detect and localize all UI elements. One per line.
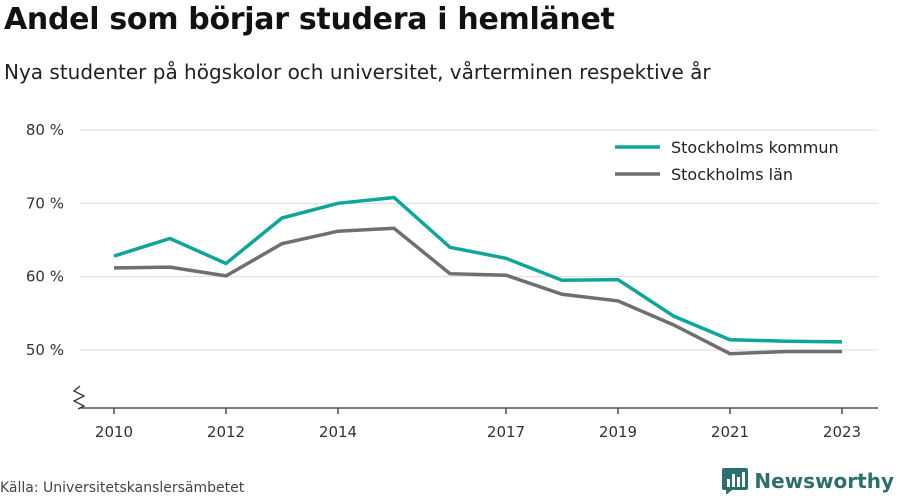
newsworthy-logo-icon <box>722 468 749 494</box>
y-axis: 50 % 60 % 70 % 80 % <box>26 121 86 410</box>
x-axis: 2010 2012 2014 2017 2019 2021 2023 <box>80 407 878 441</box>
y-tick-label: 70 % <box>26 194 64 212</box>
legend-label: Stockholms län <box>671 165 793 184</box>
series-line-stockholms-kommun <box>113 195 843 344</box>
legend-label: Stockholms kommun <box>671 138 839 157</box>
axis-break-icon <box>72 385 86 410</box>
series-lines <box>113 195 843 356</box>
series-line-stockholms-lan <box>113 226 842 356</box>
x-tick-label: 2017 <box>487 423 525 441</box>
x-tick-label: 2023 <box>823 423 861 441</box>
brand-name: Newsworthy <box>754 469 894 493</box>
y-tick-label: 50 % <box>26 341 64 359</box>
x-tick-label: 2014 <box>319 423 357 441</box>
source-note: Källa: Universitetskanslersämbetet <box>0 480 245 496</box>
x-tick-label: 2019 <box>599 423 637 441</box>
brand-logo: Newsworthy <box>722 468 894 494</box>
grid-lines <box>80 129 878 351</box>
x-tick-label: 2021 <box>711 423 749 441</box>
x-tick-label: 2012 <box>207 423 245 441</box>
y-tick-label: 60 % <box>26 268 64 286</box>
y-tick-label: 80 % <box>26 121 64 139</box>
legend: Stockholms kommun Stockholms län <box>615 138 839 184</box>
x-tick-label: 2010 <box>95 423 133 441</box>
chart-subtitle: Nya studenter på högskolor och universit… <box>4 60 711 84</box>
chart-title: Andel som börjar studera i hemlänet <box>4 2 615 37</box>
